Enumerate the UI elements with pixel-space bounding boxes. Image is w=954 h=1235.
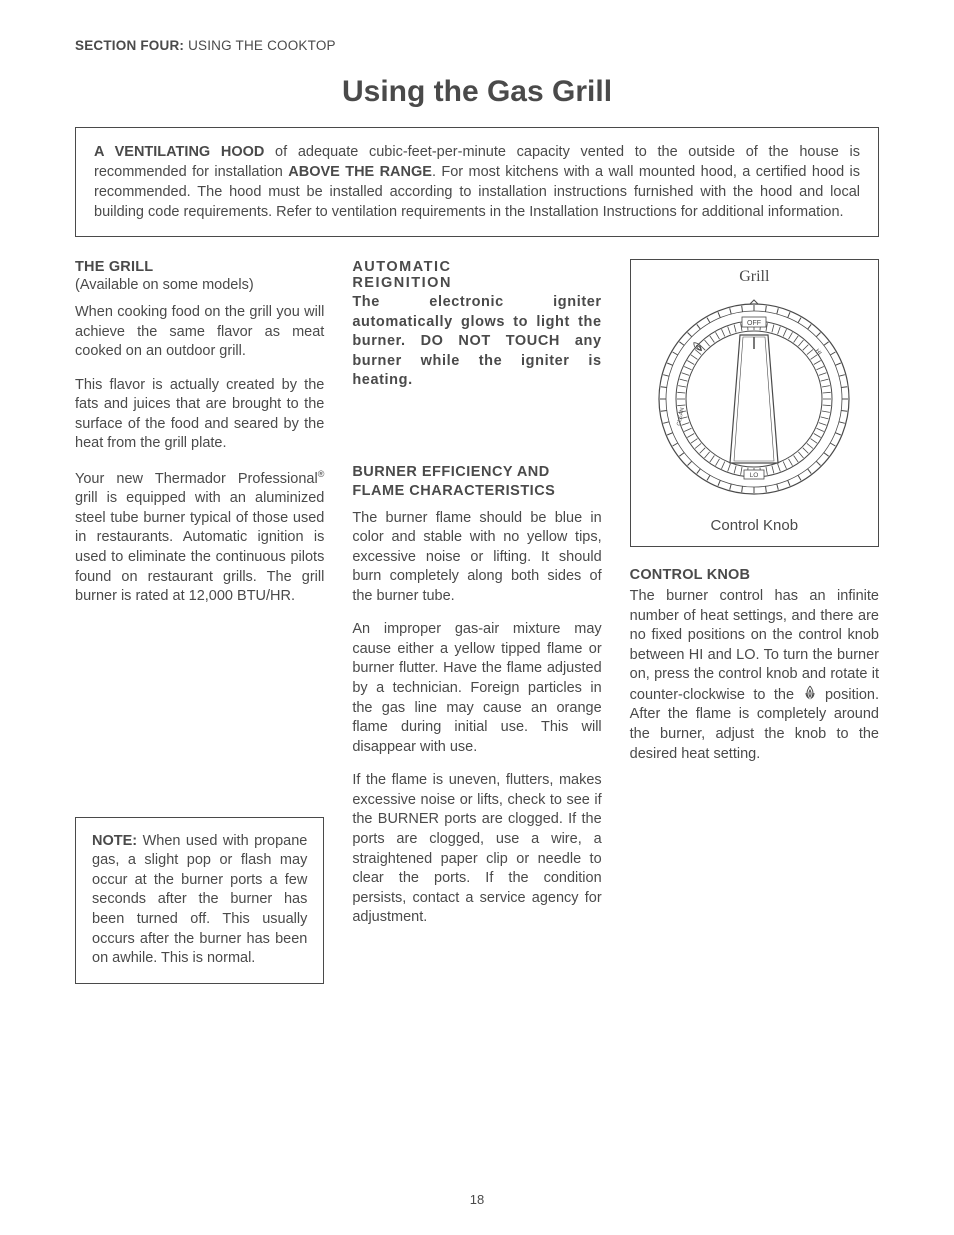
- page-title: Using the Gas Grill: [75, 75, 879, 109]
- section-label: SECTION FOUR:: [75, 38, 184, 53]
- note-text: When used with propane gas, a slight pop…: [92, 833, 307, 966]
- flame-icon: [803, 685, 817, 701]
- figure-title: Grill: [637, 268, 872, 286]
- section-header: SECTION FOUR: USING THE COOKTOP: [75, 38, 879, 53]
- column-1: THE GRILL (Available on some models) Whe…: [75, 259, 324, 984]
- knob-off-label: OFF: [747, 320, 761, 327]
- col3-p1: The burner control has an infinite numbe…: [630, 587, 879, 764]
- the-grill-heading: THE GRILL: [75, 259, 324, 275]
- note-label: NOTE:: [92, 833, 137, 849]
- control-knob-figure: Grill: [630, 259, 879, 547]
- info-bold-2: ABOVE THE RANGE: [288, 164, 432, 180]
- figure-caption: Control Knob: [637, 517, 872, 534]
- column-2: AUTOMATIC REIGNITION The electronic igni…: [352, 259, 601, 984]
- knob-lo-label: LO: [750, 472, 759, 479]
- col1-p3a: Your new Thermador Professional: [75, 471, 318, 487]
- info-lead-bold: A VENTILATING HOOD: [94, 144, 264, 160]
- col2-p3: An improper gas-air mixture may cause ei…: [352, 620, 601, 757]
- col1-p3b: grill is equipped with an aluminized ste…: [75, 490, 324, 604]
- control-knob-svg: OFF LO HI CLEAN: [644, 294, 864, 504]
- control-knob-heading: CONTROL KNOB: [630, 567, 879, 583]
- auto-heading-a: AUTOMATIC: [352, 259, 451, 275]
- col1-p1: When cooking food on the grill you will …: [75, 303, 324, 362]
- col2-p2: The burner flame should be blue in color…: [352, 509, 601, 607]
- col1-p3: Your new Thermador Professional® grill i…: [75, 468, 324, 607]
- the-grill-subhead: (Available on some models): [75, 277, 324, 293]
- auto-heading-b: REIGNITION: [352, 275, 452, 291]
- col2-p4: If the flame is uneven, flutters, makes …: [352, 771, 601, 928]
- column-3: Grill: [630, 259, 879, 984]
- content-columns: THE GRILL (Available on some models) Whe…: [75, 259, 879, 984]
- registered-mark: ®: [318, 469, 325, 479]
- page-number: 18: [0, 1192, 954, 1207]
- section-text: USING THE COOKTOP: [188, 38, 336, 53]
- burner-efficiency-heading: BURNER EFFICIENCY AND FLAME CHARACTERIST…: [352, 463, 601, 501]
- propane-note-box: NOTE: When used with propane gas, a slig…: [75, 817, 324, 984]
- col2-p1: The electronic igniter automatically glo…: [352, 293, 601, 391]
- ventilation-info-box: A VENTILATING HOOD of adequate cubic-fee…: [75, 127, 879, 237]
- page: SECTION FOUR: USING THE COOKTOP Using th…: [0, 0, 954, 1235]
- col1-p2: This flavor is actually created by the f…: [75, 376, 324, 454]
- col3-p1a: The burner control has an infinite numbe…: [630, 588, 879, 703]
- automatic-reignition-heading: AUTOMATIC REIGNITION: [352, 259, 601, 291]
